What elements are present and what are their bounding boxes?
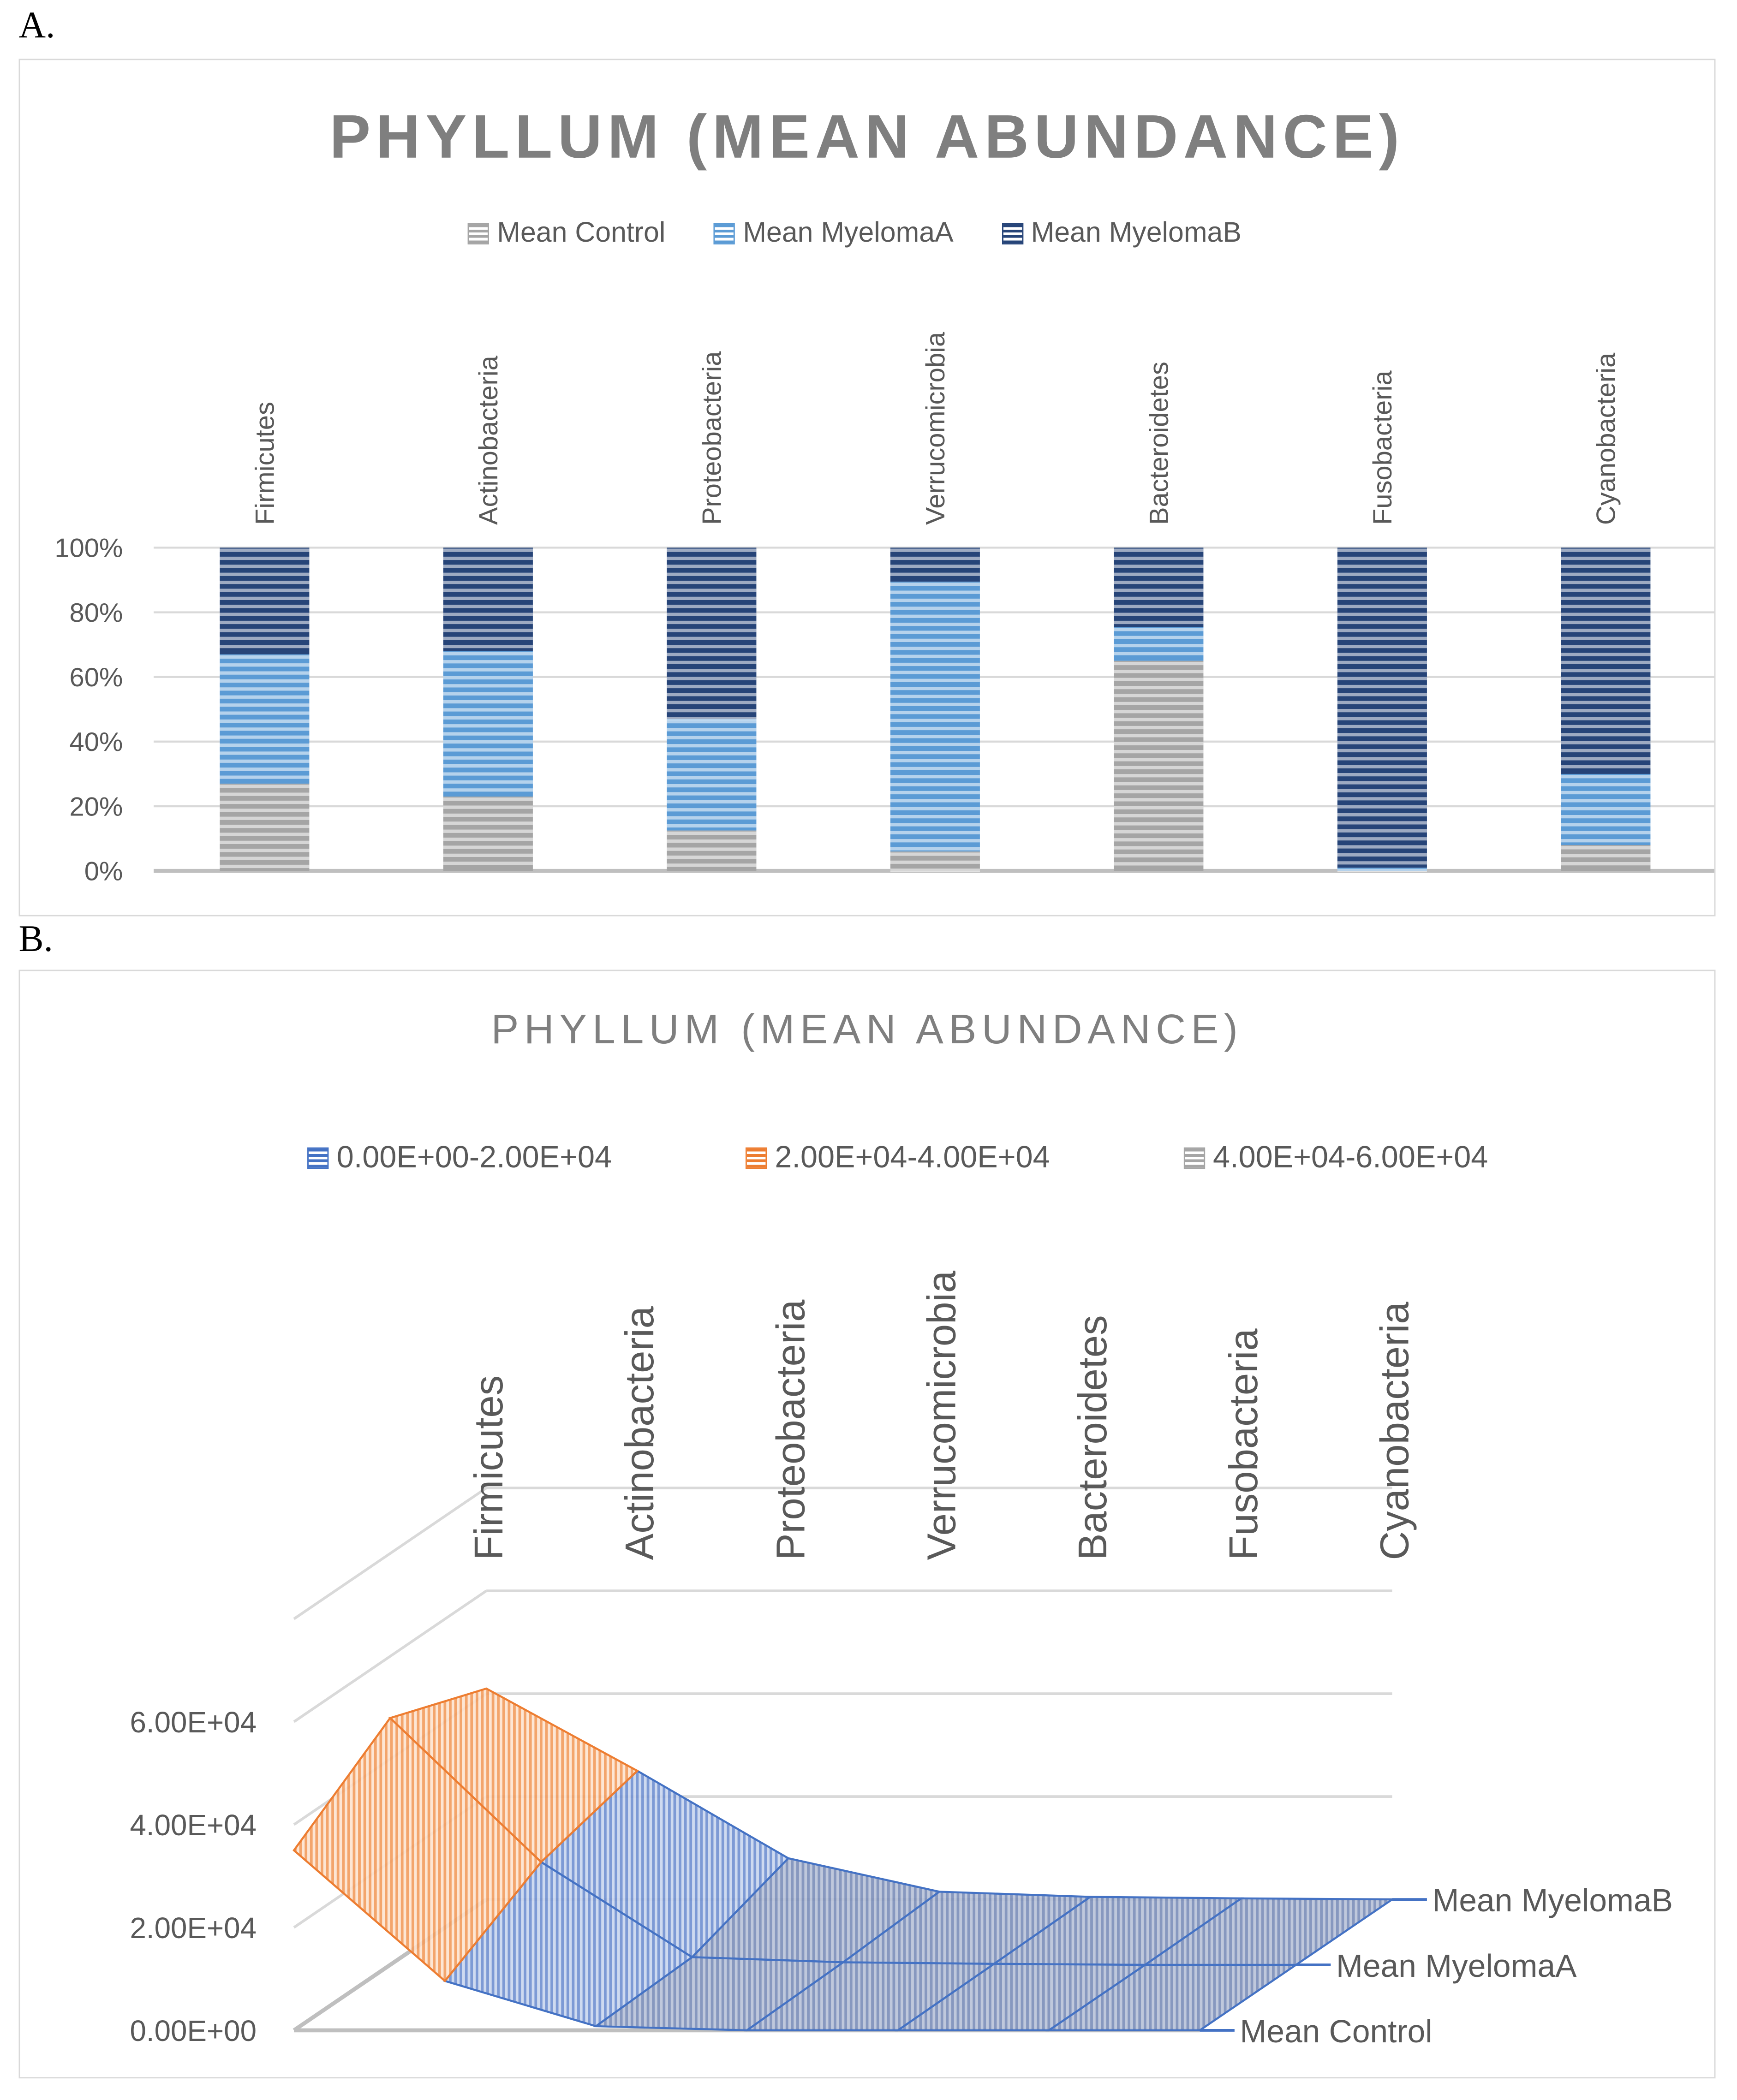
category-label: Bacteroidetes [1145,362,1174,525]
z-tick-label: 6.00E+04 [130,1706,257,1739]
legend-label: Mean MyelomaB [1031,218,1242,249]
legend-item: Mean MyelomaA [713,218,954,250]
category-label: Verrucomicrobia [919,1270,964,1560]
category-label: Proteobacteria [698,351,727,525]
category-label: Actinobacteria [474,355,503,525]
legend-swatch [1183,1147,1205,1168]
legend-swatch [745,1147,767,1168]
legend-label: 0.00E+00-2.00E+04 [336,1139,612,1174]
legend-swatch [1001,223,1023,244]
y-tick-label: 20% [70,792,123,821]
category-label: Verrucomicrobia [921,332,950,525]
wall-gridline [293,1589,487,1723]
series-label: Mean Control [1240,2013,1432,2049]
y-tick-label: 80% [70,598,123,628]
legend-label: 2.00E+04-4.00E+04 [775,1139,1050,1174]
category-label: Actinobacteria [617,1306,662,1560]
z-tick-label: 4.00E+04 [130,1808,257,1842]
legend-label: Mean MyelomaA [743,218,954,249]
category-label: Cyanobacteria [1592,352,1621,525]
bar-segment [443,797,533,871]
chart-a-title: PHYLLUM (MEAN ABUNDANCE) [329,101,1405,171]
legend-item: Mean MyelomaB [1001,218,1242,250]
legend-label: 4.00E+04-6.00E+04 [1213,1139,1488,1174]
chart-a-legend: Mean Control Mean MyelomaA Mean MyelomaB [467,218,1242,250]
wall-gridline [293,1487,487,1620]
series-label: Mean MyelomaB [1433,1882,1673,1918]
legend-swatch [467,223,489,244]
y-tick-label: 60% [70,663,123,692]
z-tick-label: 2.00E+04 [130,1911,257,1945]
legend-item: 4.00E+04-6.00E+04 [1183,1139,1488,1175]
y-tick-label: 40% [70,727,123,757]
category-label: Firmicutes [466,1375,511,1560]
category-label: Bacteroidetes [1070,1315,1115,1560]
z-tick-label: 0.00E+00 [130,2014,257,2047]
y-tick-label: 100% [54,534,123,563]
category-label: Firmicutes [251,402,280,525]
category-label: Fusobacteria [1368,370,1397,525]
series-label: Mean MyelomaA [1336,1948,1577,1984]
bar-segment [667,547,757,719]
y-tick-label: 0% [84,857,123,886]
legend-item: 0.00E+00-2.00E+04 [307,1139,612,1175]
category-label: Fusobacteria [1221,1328,1266,1560]
category-label: Proteobacteria [768,1299,813,1560]
chart-a-plot: 0% 20% 40% 60% 80% 100% Firmicutes Actinobacter… [54,332,1714,886]
legend-item: Mean Control [467,218,666,250]
legend-item: 2.00E+04-4.00E+04 [745,1139,1050,1175]
bar-segment [890,581,980,852]
panel-b-label: B. [18,919,53,961]
legend-swatch [713,223,735,244]
category-label: Cyanobacteria [1372,1302,1417,1560]
chart-b-legend: 0.00E+00-2.00E+04 2.00E+04-4.00E+04 4.00E+… [307,1139,1488,1175]
chart-b-title: PHYLLUM (MEAN ABUNDANCE) [491,1005,1243,1053]
surface-cell [292,1716,543,1982]
panel-a-label: A. [18,5,55,47]
legend-swatch [307,1147,329,1168]
legend-label: Mean Control [497,218,666,249]
